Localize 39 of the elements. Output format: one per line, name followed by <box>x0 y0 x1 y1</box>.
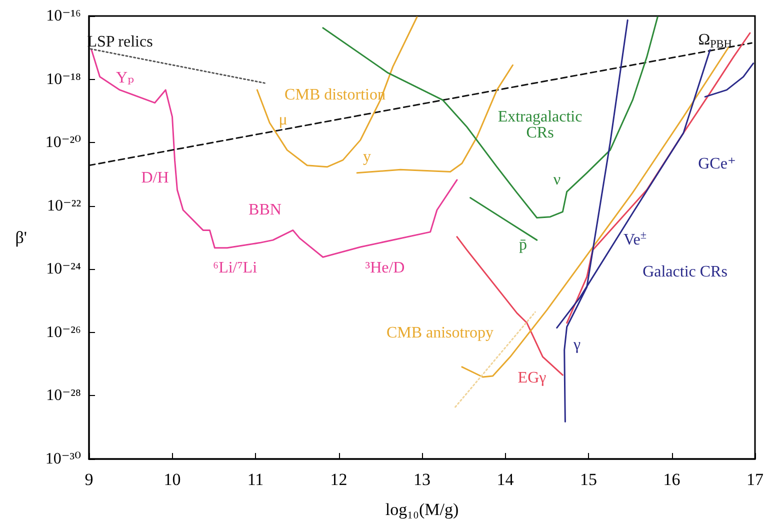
annotation: Yₚ <box>116 70 134 86</box>
annotation: μ <box>278 112 288 128</box>
annotation: Extragalactic CRs <box>498 108 582 142</box>
y-tick-label: 10⁻²⁰ <box>45 134 81 152</box>
x-tick-label: 10 <box>164 470 181 489</box>
y-tick-label: 10⁻²² <box>46 197 82 214</box>
y-tick-label: 10⁻³⁰ <box>45 450 81 468</box>
x-tick-label: 16 <box>663 470 680 489</box>
line-series <box>704 62 754 98</box>
annotation: D/H <box>141 170 170 186</box>
annotation: ³He/D <box>365 260 405 276</box>
annotation: γ <box>572 336 581 354</box>
x-axis-title: log₁₀(M/g) <box>385 500 459 519</box>
x-tick-label: 13 <box>414 470 430 489</box>
annotation: p̄ <box>519 236 527 254</box>
y-tick-label: 10⁻²⁶ <box>46 324 81 341</box>
annotation: Galactic CRs <box>642 264 728 280</box>
y-tick-label: 10⁻²⁴ <box>46 260 82 278</box>
y-axis-title: β' <box>15 228 27 247</box>
annotation: EGγ <box>518 370 546 386</box>
annotation: CMB anisotropy <box>386 324 494 342</box>
x-tick-label: 11 <box>247 470 264 489</box>
line-series <box>256 16 418 168</box>
annotation: Ve± <box>623 230 647 248</box>
annotation: ⁶Li/⁷Li <box>212 260 258 276</box>
annotation: ν <box>553 172 561 188</box>
annotation: y <box>363 148 371 166</box>
annotation: GCe⁺ <box>698 156 736 172</box>
x-tick-label: 15 <box>580 470 597 489</box>
y-tick-label: 10⁻¹⁸ <box>46 70 81 88</box>
y-tick-label: 10⁻¹⁶ <box>46 8 81 24</box>
y-tick-label: 10⁻²⁸ <box>46 387 81 404</box>
annotation: BBN <box>248 202 282 218</box>
x-tick-label: 14 <box>496 470 514 489</box>
x-tick-label: 9 <box>84 470 94 489</box>
x-tick-label: 12 <box>330 470 348 489</box>
line-series <box>90 49 458 258</box>
x-tick-label: 17 <box>746 470 764 489</box>
line-series <box>322 16 658 219</box>
